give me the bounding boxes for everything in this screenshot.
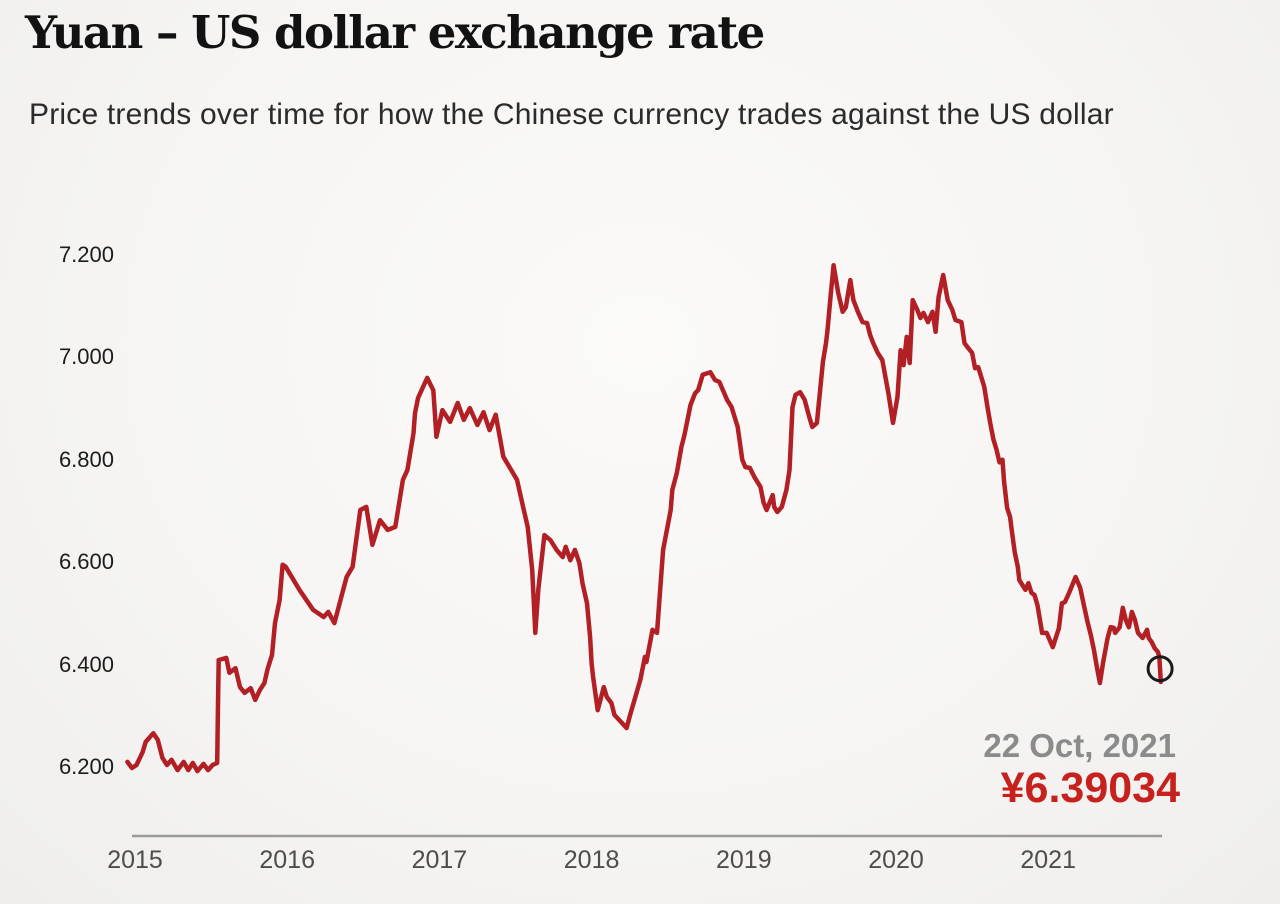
y-axis-label: 7.200 [58, 242, 114, 267]
x-axis-label: 2017 [411, 846, 468, 874]
y-axis-label: 6.600 [58, 549, 114, 575]
x-axis-label: 2021 [1020, 846, 1076, 874]
y-axis-label: 6.800 [58, 446, 114, 472]
x-axis-label: 2016 [259, 846, 315, 874]
x-axis-label: 2019 [715, 846, 772, 874]
x-axis-label: 2015 [107, 846, 163, 874]
price-line [125, 262, 1164, 774]
x-axis-label: 2018 [563, 846, 620, 874]
end-marker-circle [1146, 655, 1174, 683]
y-axis-label: 6.400 [58, 651, 114, 677]
page-title: Yuan – US dollar exchange rate [25, 6, 765, 59]
x-axis-label: 2020 [868, 846, 924, 874]
chart-subtitle: Price trends over time for how the Chine… [29, 98, 1114, 131]
latest-date-label: 22 Oct, 2021 [983, 727, 1176, 764]
y-axis-label: 7.000 [58, 344, 114, 370]
latest-value-label: ¥6.39034 [1000, 764, 1180, 812]
y-axis-label: 6.200 [58, 754, 114, 779]
